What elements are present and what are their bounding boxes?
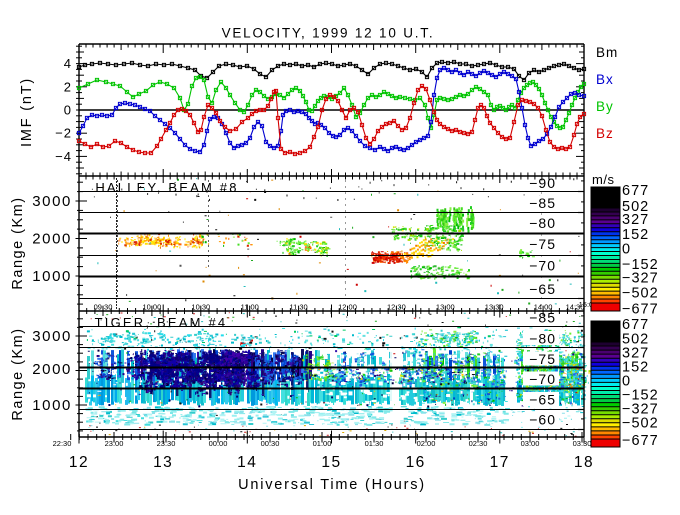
svg-text:15:00: 15:00 [579,300,598,309]
svg-text:−502: −502 [622,416,659,432]
svg-text:−85: −85 [529,310,556,326]
svg-text:−60: −60 [529,412,556,428]
svg-text:12: 12 [69,454,89,471]
svg-text:12:00: 12:00 [338,303,357,312]
svg-text:02:00: 02:00 [417,439,436,448]
svg-text:−677: −677 [622,433,659,449]
svg-text:−90: −90 [529,175,556,191]
svg-text:Range (Km): Range (Km) [10,327,26,420]
svg-text:−75: −75 [529,236,556,252]
svg-text:12:30: 12:30 [387,303,406,312]
svg-text:23:00: 23:00 [105,439,124,448]
svg-text:1000: 1000 [32,268,72,285]
svg-text:1000: 1000 [32,397,72,414]
svg-text:677: 677 [622,183,649,199]
svg-text:02:30: 02:30 [469,439,488,448]
svg-text:03:00: 03:00 [521,439,540,448]
svg-text:Range (Km): Range (Km) [10,196,26,289]
svg-text:−2: −2 [55,126,72,141]
svg-text:Bz: Bz [596,126,614,141]
svg-text:−85: −85 [529,195,556,211]
svg-text:0: 0 [622,374,631,390]
svg-text:01:00: 01:00 [313,439,332,448]
svg-text:Bx: Bx [596,72,614,87]
svg-text:4: 4 [64,56,72,71]
svg-text:IMF (nT): IMF (nT) [19,77,35,147]
svg-text:2: 2 [64,79,72,94]
svg-text:17: 17 [490,454,510,471]
svg-text:15: 15 [321,454,341,471]
svg-text:152: 152 [622,360,649,376]
svg-text:−502: −502 [622,286,659,302]
svg-text:−70: −70 [529,258,556,274]
svg-text:327: 327 [622,212,649,228]
svg-text:m/s: m/s [592,172,614,187]
svg-text:Universal Time (Hours): Universal Time (Hours) [238,477,426,493]
svg-text:13:30: 13:30 [485,303,504,312]
svg-text:2000: 2000 [32,361,72,378]
svg-text:3000: 3000 [32,328,72,345]
svg-text:−65: −65 [529,392,556,408]
svg-text:2000: 2000 [32,231,72,248]
svg-text:502: 502 [622,199,649,215]
svg-text:−152: −152 [622,257,659,273]
svg-text:−80: −80 [529,215,556,231]
svg-text:13: 13 [153,454,173,471]
svg-text:327: 327 [622,346,649,362]
svg-text:09:30: 09:30 [94,303,113,312]
svg-text:0: 0 [64,103,72,118]
svg-text:−677: −677 [622,302,659,318]
svg-text:−70: −70 [529,371,556,387]
svg-text:VELOCITY, 1999 12 10 U.T.: VELOCITY, 1999 12 10 U.T. [222,26,435,41]
svg-text:−152: −152 [622,388,659,404]
svg-text:14: 14 [237,454,257,471]
svg-text:01:30: 01:30 [365,439,384,448]
svg-text:10:30: 10:30 [191,303,210,312]
svg-text:00:00: 00:00 [209,439,228,448]
svg-text:−75: −75 [529,351,556,367]
svg-text:03:30: 03:30 [573,439,592,448]
svg-text:14:30: 14:30 [566,303,585,312]
svg-text:16: 16 [406,454,426,471]
svg-text:677: 677 [622,317,649,333]
svg-text:14:00: 14:00 [534,303,553,312]
svg-text:11:00: 11:00 [241,303,259,312]
svg-text:18: 18 [574,454,594,471]
svg-text:−4: −4 [55,149,72,164]
svg-text:Bm: Bm [596,45,618,60]
svg-text:23:30: 23:30 [157,439,176,448]
svg-text:13:00: 13:00 [436,303,455,312]
svg-text:−80: −80 [529,331,556,347]
svg-text:−327: −327 [622,402,659,418]
svg-text:11:30: 11:30 [289,303,307,312]
svg-text:TIGER, BEAM #4: TIGER, BEAM #4 [95,315,228,330]
svg-text:0: 0 [622,242,631,258]
svg-text:152: 152 [622,227,649,243]
svg-text:3000: 3000 [32,193,72,210]
svg-text:−327: −327 [622,271,659,287]
svg-text:10:00: 10:00 [143,303,162,312]
svg-text:−65: −65 [529,281,556,297]
svg-text:By: By [596,99,614,114]
svg-text:00:30: 00:30 [261,439,280,448]
svg-text:22:30: 22:30 [53,439,72,448]
svg-text:502: 502 [622,332,649,348]
svg-text:HALLEY, BEAM #8: HALLEY, BEAM #8 [95,180,238,195]
